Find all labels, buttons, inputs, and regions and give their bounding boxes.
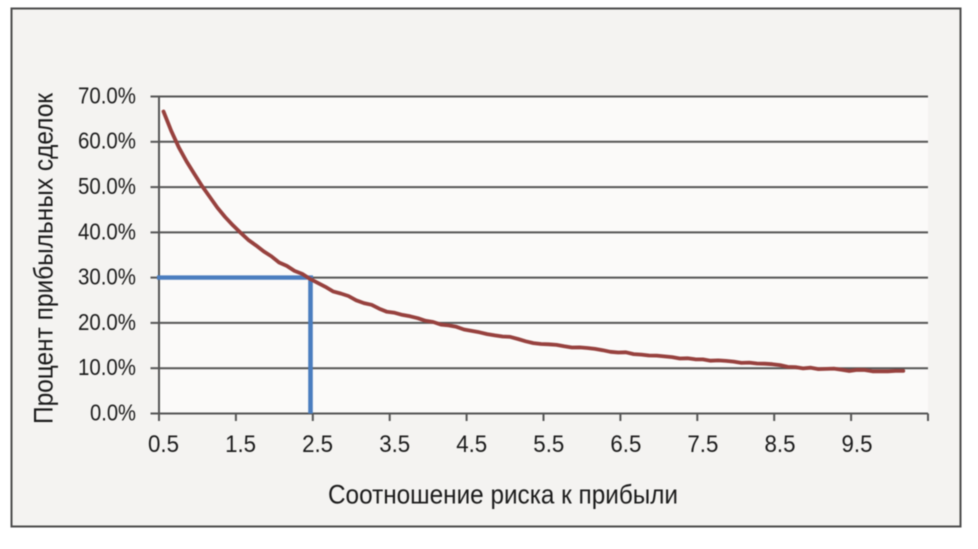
svg-text:7.5: 7.5 [687, 431, 718, 458]
svg-text:Процент прибыльных сделок: Процент прибыльных сделок [29, 93, 59, 424]
svg-text:3.5: 3.5 [379, 431, 410, 458]
svg-text:9.5: 9.5 [842, 431, 873, 458]
svg-text:Соотношение риска к прибыли: Соотношение риска к прибыли [328, 480, 678, 510]
svg-text:5.5: 5.5 [533, 431, 564, 458]
svg-text:8.5: 8.5 [765, 431, 796, 458]
svg-text:4.5: 4.5 [456, 431, 487, 458]
svg-text:30.0%: 30.0% [78, 264, 136, 290]
svg-text:6.5: 6.5 [610, 431, 641, 458]
svg-text:40.0%: 40.0% [78, 218, 136, 244]
svg-text:70.0%: 70.0% [78, 82, 136, 108]
svg-text:50.0%: 50.0% [78, 173, 136, 199]
svg-text:0.0%: 0.0% [90, 399, 136, 425]
svg-text:0.5: 0.5 [148, 431, 179, 458]
svg-text:10.0%: 10.0% [78, 354, 136, 380]
svg-text:60.0%: 60.0% [78, 128, 136, 154]
svg-text:2.5: 2.5 [302, 431, 333, 458]
svg-text:1.5: 1.5 [225, 431, 256, 458]
svg-text:20.0%: 20.0% [78, 309, 136, 335]
